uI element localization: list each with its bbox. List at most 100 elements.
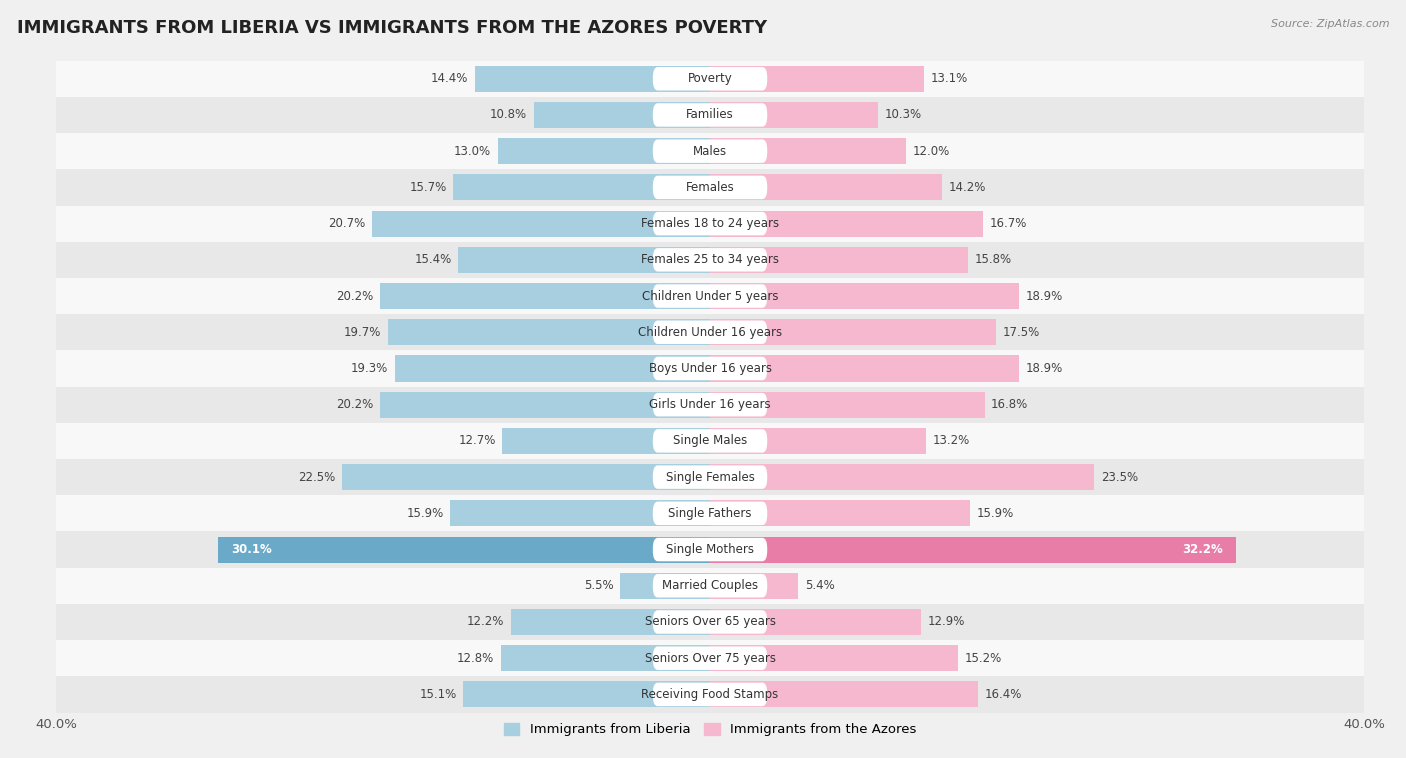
Bar — [56, 387, 1364, 423]
Bar — [710, 283, 1019, 309]
Bar — [388, 319, 710, 346]
Text: 30.1%: 30.1% — [231, 543, 271, 556]
Text: 12.0%: 12.0% — [912, 145, 950, 158]
Text: 20.2%: 20.2% — [336, 290, 374, 302]
FancyBboxPatch shape — [652, 67, 768, 90]
Text: 5.5%: 5.5% — [583, 579, 613, 592]
Text: 19.7%: 19.7% — [344, 326, 381, 339]
Text: Single Fathers: Single Fathers — [668, 507, 752, 520]
Text: Receiving Food Stamps: Receiving Food Stamps — [641, 688, 779, 701]
Bar — [56, 495, 1364, 531]
Bar — [56, 640, 1364, 676]
FancyBboxPatch shape — [652, 502, 768, 525]
Text: Females: Females — [686, 181, 734, 194]
Bar — [710, 500, 970, 526]
Bar — [710, 66, 924, 92]
Text: 14.2%: 14.2% — [949, 181, 986, 194]
Bar — [56, 61, 1364, 97]
Bar — [342, 464, 710, 490]
Text: 22.5%: 22.5% — [298, 471, 336, 484]
Text: Girls Under 16 years: Girls Under 16 years — [650, 398, 770, 411]
Text: 12.2%: 12.2% — [467, 615, 505, 628]
Text: Females 25 to 34 years: Females 25 to 34 years — [641, 253, 779, 266]
Bar — [56, 350, 1364, 387]
Bar — [56, 676, 1364, 713]
Text: 20.2%: 20.2% — [336, 398, 374, 411]
Text: 15.8%: 15.8% — [974, 253, 1012, 266]
Bar — [371, 211, 710, 236]
Bar — [710, 392, 984, 418]
Bar — [380, 392, 710, 418]
Bar — [56, 423, 1364, 459]
Bar — [710, 138, 905, 164]
Text: 10.8%: 10.8% — [489, 108, 527, 121]
Bar — [710, 247, 969, 273]
Bar — [620, 573, 710, 599]
Bar — [710, 609, 921, 635]
Bar — [710, 428, 925, 454]
Bar — [56, 568, 1364, 604]
Bar — [218, 537, 710, 562]
Bar — [56, 205, 1364, 242]
Text: Children Under 16 years: Children Under 16 years — [638, 326, 782, 339]
Text: 13.2%: 13.2% — [932, 434, 970, 447]
Text: 17.5%: 17.5% — [1002, 326, 1040, 339]
Text: 10.3%: 10.3% — [884, 108, 922, 121]
FancyBboxPatch shape — [652, 574, 768, 597]
Text: Females 18 to 24 years: Females 18 to 24 years — [641, 217, 779, 230]
Text: Seniors Over 65 years: Seniors Over 65 years — [644, 615, 776, 628]
Text: 18.9%: 18.9% — [1025, 290, 1063, 302]
Text: 12.9%: 12.9% — [928, 615, 965, 628]
FancyBboxPatch shape — [652, 647, 768, 670]
Text: 19.3%: 19.3% — [350, 362, 388, 375]
Text: 5.4%: 5.4% — [804, 579, 835, 592]
Text: Single Mothers: Single Mothers — [666, 543, 754, 556]
Bar — [710, 573, 799, 599]
Bar — [710, 537, 1236, 562]
Text: Boys Under 16 years: Boys Under 16 years — [648, 362, 772, 375]
Text: 16.4%: 16.4% — [984, 688, 1022, 701]
Text: 16.8%: 16.8% — [991, 398, 1028, 411]
Text: Families: Families — [686, 108, 734, 121]
Bar — [453, 174, 710, 200]
Bar — [450, 500, 710, 526]
Bar — [56, 242, 1364, 278]
Text: IMMIGRANTS FROM LIBERIA VS IMMIGRANTS FROM THE AZORES POVERTY: IMMIGRANTS FROM LIBERIA VS IMMIGRANTS FR… — [17, 19, 768, 37]
FancyBboxPatch shape — [652, 610, 768, 634]
Bar — [463, 681, 710, 707]
Bar — [475, 66, 710, 92]
Text: 15.4%: 15.4% — [415, 253, 451, 266]
Text: 13.0%: 13.0% — [454, 145, 491, 158]
Bar — [710, 681, 979, 707]
FancyBboxPatch shape — [652, 176, 768, 199]
FancyBboxPatch shape — [652, 538, 768, 561]
Text: Seniors Over 75 years: Seniors Over 75 years — [644, 652, 776, 665]
Bar — [56, 278, 1364, 314]
Text: Males: Males — [693, 145, 727, 158]
Text: 14.4%: 14.4% — [430, 72, 468, 85]
Text: Married Couples: Married Couples — [662, 579, 758, 592]
FancyBboxPatch shape — [652, 212, 768, 235]
Bar — [710, 174, 942, 200]
Text: 15.9%: 15.9% — [406, 507, 444, 520]
Bar — [458, 247, 710, 273]
Bar — [380, 283, 710, 309]
Bar — [498, 138, 710, 164]
Bar — [501, 645, 710, 672]
Text: 18.9%: 18.9% — [1025, 362, 1063, 375]
Bar — [710, 645, 959, 672]
Text: 15.7%: 15.7% — [409, 181, 447, 194]
Bar — [502, 428, 710, 454]
Bar — [710, 102, 879, 128]
Bar — [56, 604, 1364, 640]
FancyBboxPatch shape — [652, 357, 768, 381]
Bar — [56, 97, 1364, 133]
FancyBboxPatch shape — [652, 248, 768, 271]
FancyBboxPatch shape — [652, 683, 768, 706]
Bar — [710, 211, 983, 236]
Text: Children Under 5 years: Children Under 5 years — [641, 290, 779, 302]
Text: 16.7%: 16.7% — [990, 217, 1026, 230]
Bar — [533, 102, 710, 128]
FancyBboxPatch shape — [652, 393, 768, 416]
Text: 12.8%: 12.8% — [457, 652, 495, 665]
